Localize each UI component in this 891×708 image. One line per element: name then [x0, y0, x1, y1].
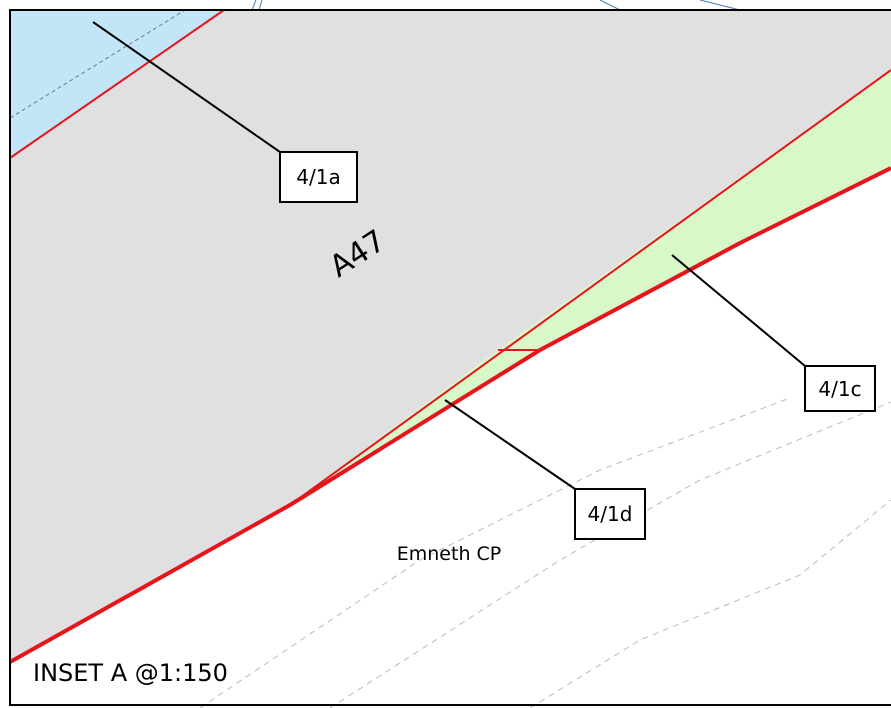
plot-label-box	[279, 151, 358, 203]
plot-label-text: 4/1c	[818, 377, 861, 401]
red-boundaries	[9, 9, 891, 664]
boundary-water-road	[9, 9, 225, 159]
parcel-line-upper	[199, 397, 791, 708]
plot-label-4-1a[interactable]: 4/1a	[279, 151, 358, 203]
offmap-blue-lines	[251, 0, 741, 11]
leader-4-1a	[92, 21, 281, 153]
plot-label-box	[574, 488, 646, 540]
plot-label-4-1c[interactable]: 4/1c	[804, 365, 876, 412]
plot-label-4-1d[interactable]: 4/1d	[574, 488, 646, 540]
inset-title: INSET A @1:150	[33, 659, 228, 687]
road-area-a47	[10, 10, 891, 660]
leader-4-1d	[444, 399, 576, 490]
water-edge-dashed	[9, 9, 186, 119]
leader-lines	[92, 21, 806, 490]
parish-label: Emneth CP	[397, 543, 502, 565]
boundary-road-upper	[289, 69, 891, 506]
leader-4-1c	[671, 254, 806, 367]
plot-label-box	[804, 365, 876, 412]
map-frame	[9, 9, 891, 706]
plot-label-text: 4/1d	[588, 502, 633, 526]
plot-label-text: 4/1a	[296, 165, 340, 189]
